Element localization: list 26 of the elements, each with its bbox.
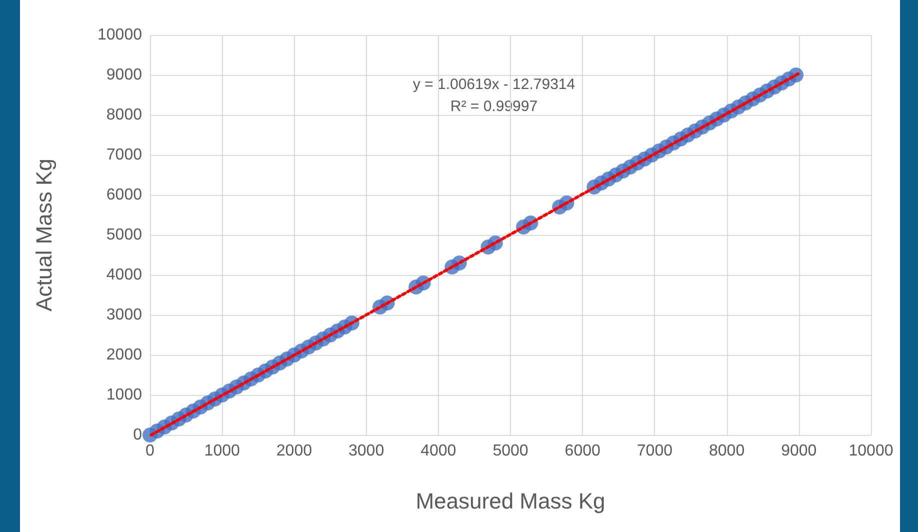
y-tick-label: 7000 — [106, 146, 142, 164]
y-tick-label: 9000 — [106, 66, 142, 84]
y-tick-label: 4000 — [106, 266, 142, 284]
x-tick-label: 4000 — [420, 442, 456, 460]
x-tick-label: 9000 — [781, 442, 817, 460]
x-tick-label: 0 — [146, 442, 155, 460]
annotation: R² = 0.99997 — [450, 98, 538, 115]
y-tick-label: 8000 — [106, 106, 142, 124]
x-tick-label: 8000 — [709, 442, 745, 460]
y-tick-label: 1000 — [106, 386, 142, 404]
x-tick-label: 1000 — [204, 442, 240, 460]
x-tick-label: 2000 — [276, 442, 312, 460]
x-tick-label: 7000 — [636, 442, 673, 460]
x-tick-label: 6000 — [564, 442, 600, 460]
x-tick-label: 10000 — [848, 442, 894, 460]
x-tick-label: 3000 — [348, 442, 384, 460]
y-tick-label: 0 — [133, 426, 142, 444]
y-tick-label: 3000 — [106, 306, 142, 324]
x-axis-title: Measured Mass Kg — [416, 488, 606, 514]
annotation: y = 1.00619x - 12.79314 — [412, 76, 576, 93]
y-axis-title: Actual Mass Kg — [32, 158, 56, 312]
y-tick-label: 5000 — [106, 226, 142, 244]
x-tick-label: 5000 — [492, 442, 528, 460]
y-tick-label: 6000 — [106, 186, 142, 204]
y-tick-label: 2000 — [106, 346, 142, 364]
y-tick-label: 10000 — [98, 26, 142, 44]
